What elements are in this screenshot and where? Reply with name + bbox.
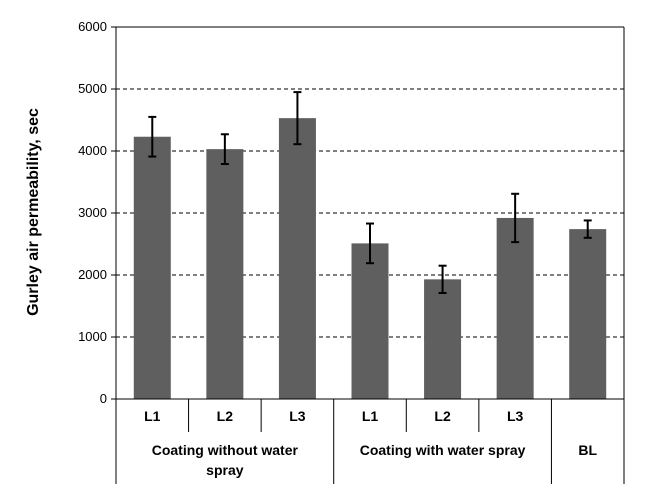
bar — [424, 279, 462, 399]
x-category-label: L2 — [217, 408, 234, 424]
y-tick-label: 0 — [100, 391, 107, 406]
bar — [496, 217, 534, 399]
bar — [206, 149, 244, 399]
y-tick-label: 1000 — [78, 329, 107, 344]
y-axis-label: Gurley air permeability, sec — [25, 108, 42, 316]
bar — [133, 136, 171, 400]
x-category-label: L1 — [362, 408, 379, 424]
bars — [133, 118, 607, 400]
x-category-label: L2 — [434, 408, 451, 424]
x-group-label: spray — [206, 462, 244, 478]
error-bars — [148, 91, 592, 294]
x-category-labels: L1 L2 L3 L1 L2 L3 — [144, 408, 523, 424]
y-tick-label: 4000 — [78, 143, 107, 158]
x-group-label: BL — [578, 442, 597, 458]
bar — [569, 229, 607, 399]
y-tick-labels: 0 1000 2000 3000 4000 5000 6000 — [78, 19, 107, 406]
y-tick-label: 2000 — [78, 267, 107, 282]
axes — [111, 26, 625, 484]
x-group-labels: Coating without water spray Coating with w… — [152, 442, 598, 478]
x-category-label: L3 — [507, 408, 524, 424]
x-category-label: L3 — [289, 408, 306, 424]
y-tick-label: 5000 — [78, 81, 107, 96]
y-tick-label: 6000 — [78, 19, 107, 34]
bar — [351, 243, 389, 399]
y-tick-label: 3000 — [78, 205, 107, 220]
bar — [278, 118, 316, 399]
x-category-label: L1 — [144, 408, 161, 424]
x-group-label: Coating without water — [152, 442, 299, 458]
x-group-label: Coating with water spray — [360, 442, 526, 458]
